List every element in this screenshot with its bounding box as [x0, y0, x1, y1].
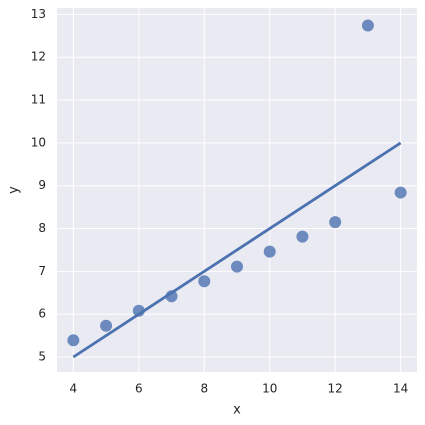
y-tick-label: 11: [31, 93, 46, 107]
plot-area: [57, 8, 417, 372]
regression-line: [72, 141, 402, 359]
y-tick-label: 12: [31, 50, 46, 64]
x-tick-label: 4: [70, 382, 78, 396]
point: [67, 334, 80, 347]
x-tick-label: 14: [393, 382, 408, 396]
point: [100, 319, 113, 332]
x-tick-label: 8: [200, 382, 208, 396]
y-tick-label: 8: [38, 221, 46, 235]
point: [263, 245, 276, 258]
x-tick-label: 6: [135, 382, 143, 396]
x-tick-label: 10: [262, 382, 277, 396]
point: [329, 216, 342, 229]
y-tick-label: 6: [38, 307, 46, 321]
x-tick-label: 12: [328, 382, 343, 396]
y-axis-label: y: [7, 186, 22, 194]
y-tick-label: 10: [31, 135, 46, 149]
point: [198, 275, 211, 288]
point: [231, 260, 243, 273]
point: [361, 19, 374, 32]
y-tick-label: 7: [38, 264, 46, 278]
point: [296, 230, 309, 243]
y-tick-label: 9: [38, 178, 46, 192]
x-axis-label: x: [233, 403, 241, 418]
y-tick-label: 5: [38, 350, 46, 364]
point: [394, 186, 407, 199]
y-tick-label: 13: [31, 7, 46, 21]
